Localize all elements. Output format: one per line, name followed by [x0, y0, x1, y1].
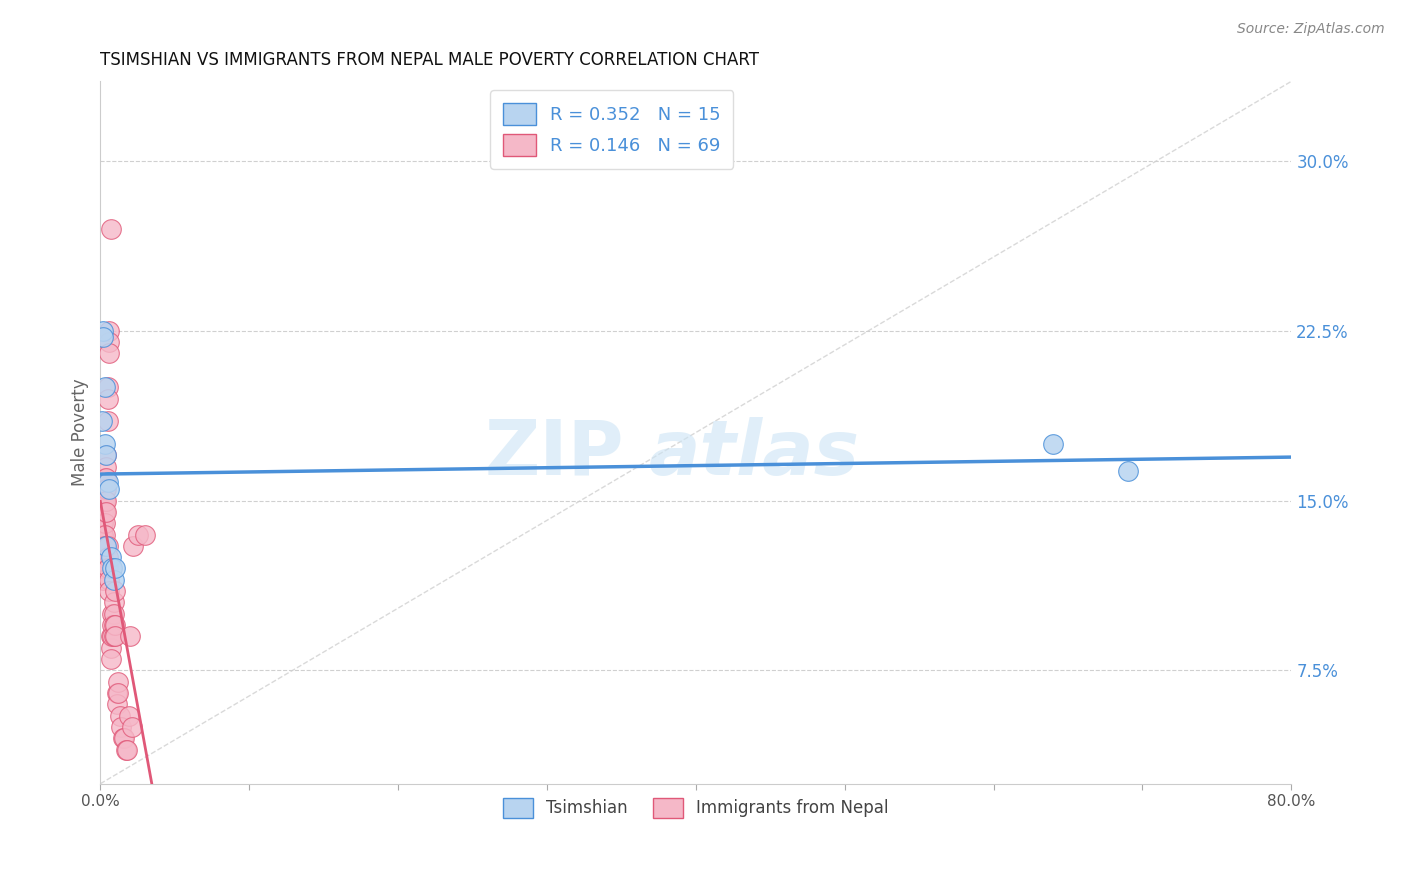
Point: [103, 595, 125, 609]
Point: [115, 743, 138, 757]
Point: [101, 561, 124, 575]
Point: [101, 630, 124, 644]
Point: [91, 324, 114, 338]
Point: [91, 550, 114, 565]
Point: [94, 493, 117, 508]
Point: [96, 505, 118, 519]
Point: [98, 346, 121, 360]
Point: [91, 527, 114, 541]
Point: [90, 516, 112, 531]
Point: [94, 380, 117, 394]
Point: [91, 505, 114, 519]
Point: [98, 324, 121, 338]
Point: [114, 743, 136, 757]
Point: [127, 527, 149, 541]
Point: [94, 471, 117, 485]
Point: [91, 330, 114, 344]
Point: [134, 527, 156, 541]
Text: TSIMSHIAN VS IMMIGRANTS FROM NEPAL MALE POVERTY CORRELATION CHART: TSIMSHIAN VS IMMIGRANTS FROM NEPAL MALE …: [100, 51, 759, 69]
Point: [90, 527, 112, 541]
Point: [107, 686, 129, 700]
Point: [97, 561, 120, 575]
Point: [121, 720, 143, 734]
Point: [90, 498, 112, 512]
Point: [94, 437, 117, 451]
Point: [91, 493, 114, 508]
Point: [100, 652, 122, 666]
Legend: Tsimshian, Immigrants from Nepal: Tsimshian, Immigrants from Nepal: [496, 791, 896, 824]
Point: [91, 573, 114, 587]
Point: [97, 539, 120, 553]
Point: [98, 573, 121, 587]
Point: [96, 539, 118, 553]
Point: [94, 539, 117, 553]
Point: [108, 708, 131, 723]
Point: [100, 630, 122, 644]
Point: [97, 550, 120, 565]
Text: Source: ZipAtlas.com: Source: ZipAtlas.com: [1237, 22, 1385, 37]
Point: [1116, 464, 1139, 478]
Point: [90, 561, 112, 575]
Point: [90, 550, 112, 565]
Point: [105, 698, 128, 712]
Point: [96, 471, 118, 485]
Point: [122, 539, 145, 553]
Point: [98, 482, 121, 496]
Point: [117, 708, 139, 723]
Point: [98, 584, 121, 599]
Point: [104, 618, 127, 632]
Point: [91, 561, 114, 575]
Point: [103, 607, 125, 621]
Point: [112, 731, 135, 746]
Point: [97, 414, 120, 428]
Y-axis label: Male Poverty: Male Poverty: [72, 379, 89, 486]
Point: [105, 686, 128, 700]
Point: [97, 380, 120, 394]
Point: [101, 618, 124, 632]
Point: [94, 505, 117, 519]
Point: [111, 731, 134, 746]
Point: [100, 550, 122, 565]
Point: [104, 584, 127, 599]
Point: [96, 448, 118, 462]
Point: [107, 674, 129, 689]
Point: [94, 527, 117, 541]
Point: [100, 640, 122, 655]
Point: [110, 720, 132, 734]
Point: [96, 448, 118, 462]
Point: [97, 392, 120, 406]
Point: [96, 493, 118, 508]
Point: [120, 630, 142, 644]
Point: [101, 607, 124, 621]
Point: [103, 630, 125, 644]
Point: [91, 516, 114, 531]
Point: [104, 561, 127, 575]
Point: [94, 516, 117, 531]
Point: [96, 459, 118, 474]
Point: [90, 414, 112, 428]
Point: [1042, 437, 1064, 451]
Text: ZIP: ZIP: [485, 417, 624, 491]
Point: [94, 482, 117, 496]
Point: [98, 334, 121, 349]
Point: [103, 618, 125, 632]
Point: [91, 539, 114, 553]
Point: [100, 221, 122, 235]
Point: [91, 482, 114, 496]
Point: [104, 630, 127, 644]
Point: [96, 482, 118, 496]
Text: atlas: atlas: [648, 417, 859, 491]
Point: [103, 573, 125, 587]
Point: [97, 475, 120, 490]
Point: [90, 539, 112, 553]
